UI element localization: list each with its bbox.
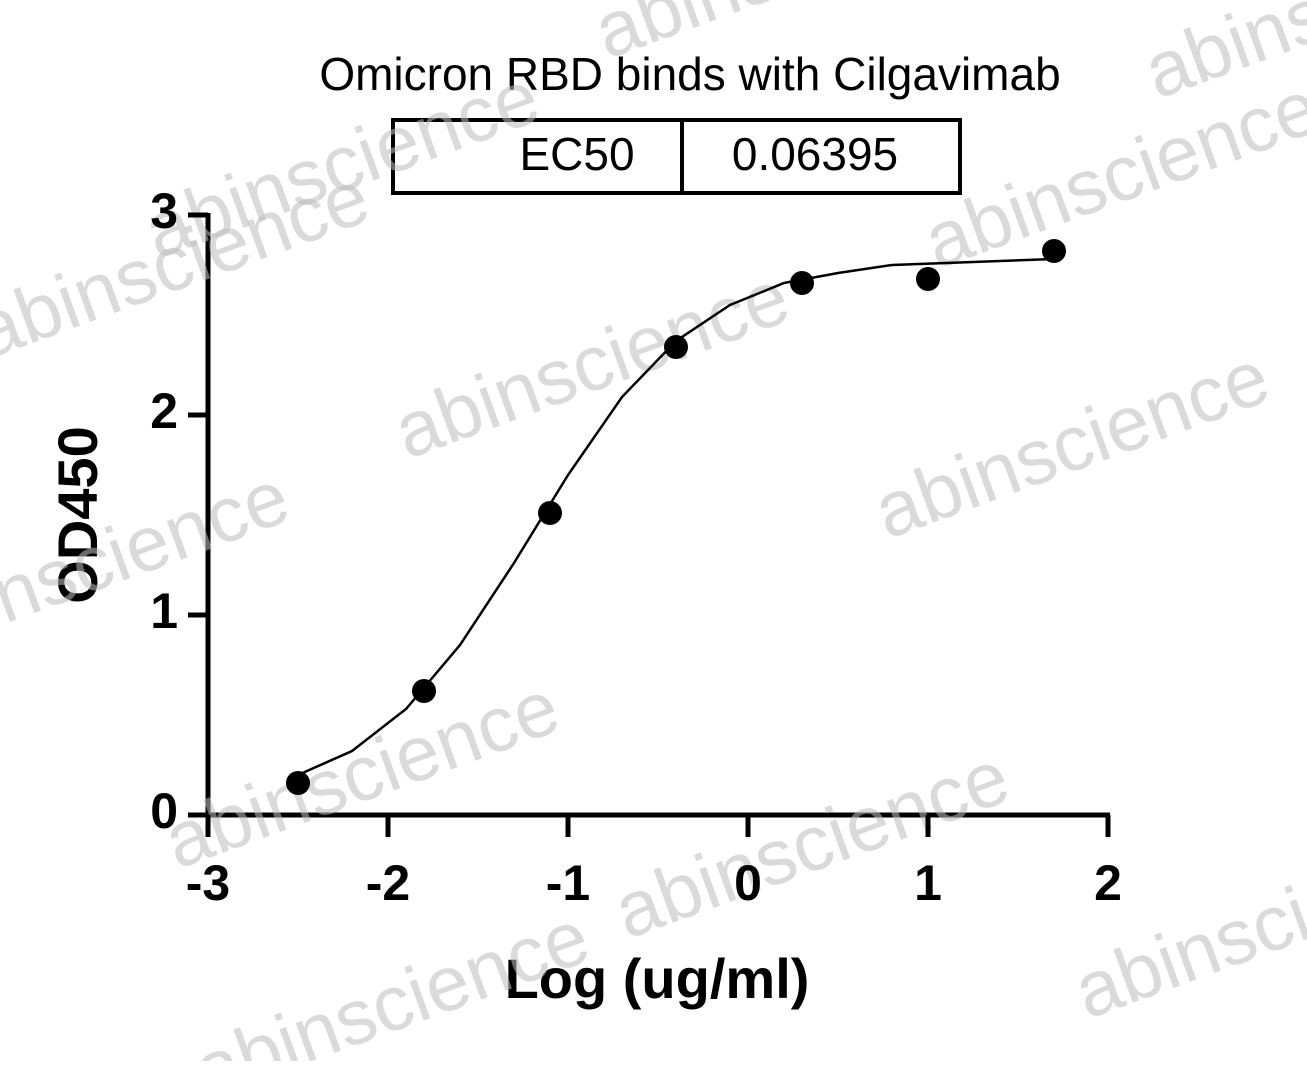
- data-point: [538, 501, 562, 525]
- x-tick-label: -2: [366, 855, 410, 911]
- watermark: abinscience: [153, 662, 570, 886]
- data-point: [1042, 239, 1066, 263]
- watermark: abinscience: [1063, 812, 1307, 1036]
- data-point: [412, 679, 436, 703]
- y-tick-label: 1: [150, 583, 178, 639]
- data-point: [916, 267, 940, 291]
- ec50-box: [391, 118, 962, 195]
- ec50-label: EC50: [519, 128, 634, 180]
- x-axis-label: Log (ug/ml): [505, 947, 810, 1010]
- y-tick-label: 0: [150, 783, 178, 839]
- x-tick-label: -1: [546, 855, 590, 911]
- x-tick-label: 2: [1094, 855, 1122, 911]
- watermark: abinscience: [863, 332, 1280, 556]
- x-tick-label: 0: [734, 855, 762, 911]
- data-point: [286, 771, 310, 795]
- data-point: [664, 335, 688, 359]
- watermark: abinscience: [603, 732, 1020, 956]
- y-tick-label: 2: [150, 383, 178, 439]
- chart-title: Omicron RBD binds with Cilgavimab: [319, 48, 1060, 100]
- x-tick-label: -3: [186, 855, 230, 911]
- x-tick-label: 1: [914, 855, 942, 911]
- data-point: [790, 271, 814, 295]
- ec50-value: 0.06395: [732, 128, 898, 180]
- y-tick-label: 3: [150, 183, 178, 239]
- watermark: abinscience: [183, 892, 600, 1061]
- y-axis-label: OD450: [46, 426, 109, 603]
